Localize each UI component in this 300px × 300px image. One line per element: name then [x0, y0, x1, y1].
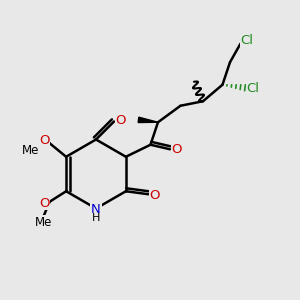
Polygon shape	[138, 117, 158, 122]
Text: H: H	[92, 213, 100, 223]
Text: Cl: Cl	[241, 34, 254, 46]
Text: N: N	[91, 203, 101, 216]
Text: O: O	[116, 113, 126, 127]
Text: O: O	[150, 189, 160, 202]
Text: O: O	[39, 134, 50, 147]
Text: O: O	[171, 143, 182, 156]
Text: Me: Me	[35, 216, 52, 229]
Text: O: O	[39, 197, 50, 210]
Text: Cl: Cl	[246, 82, 259, 95]
Text: Me: Me	[22, 144, 40, 157]
